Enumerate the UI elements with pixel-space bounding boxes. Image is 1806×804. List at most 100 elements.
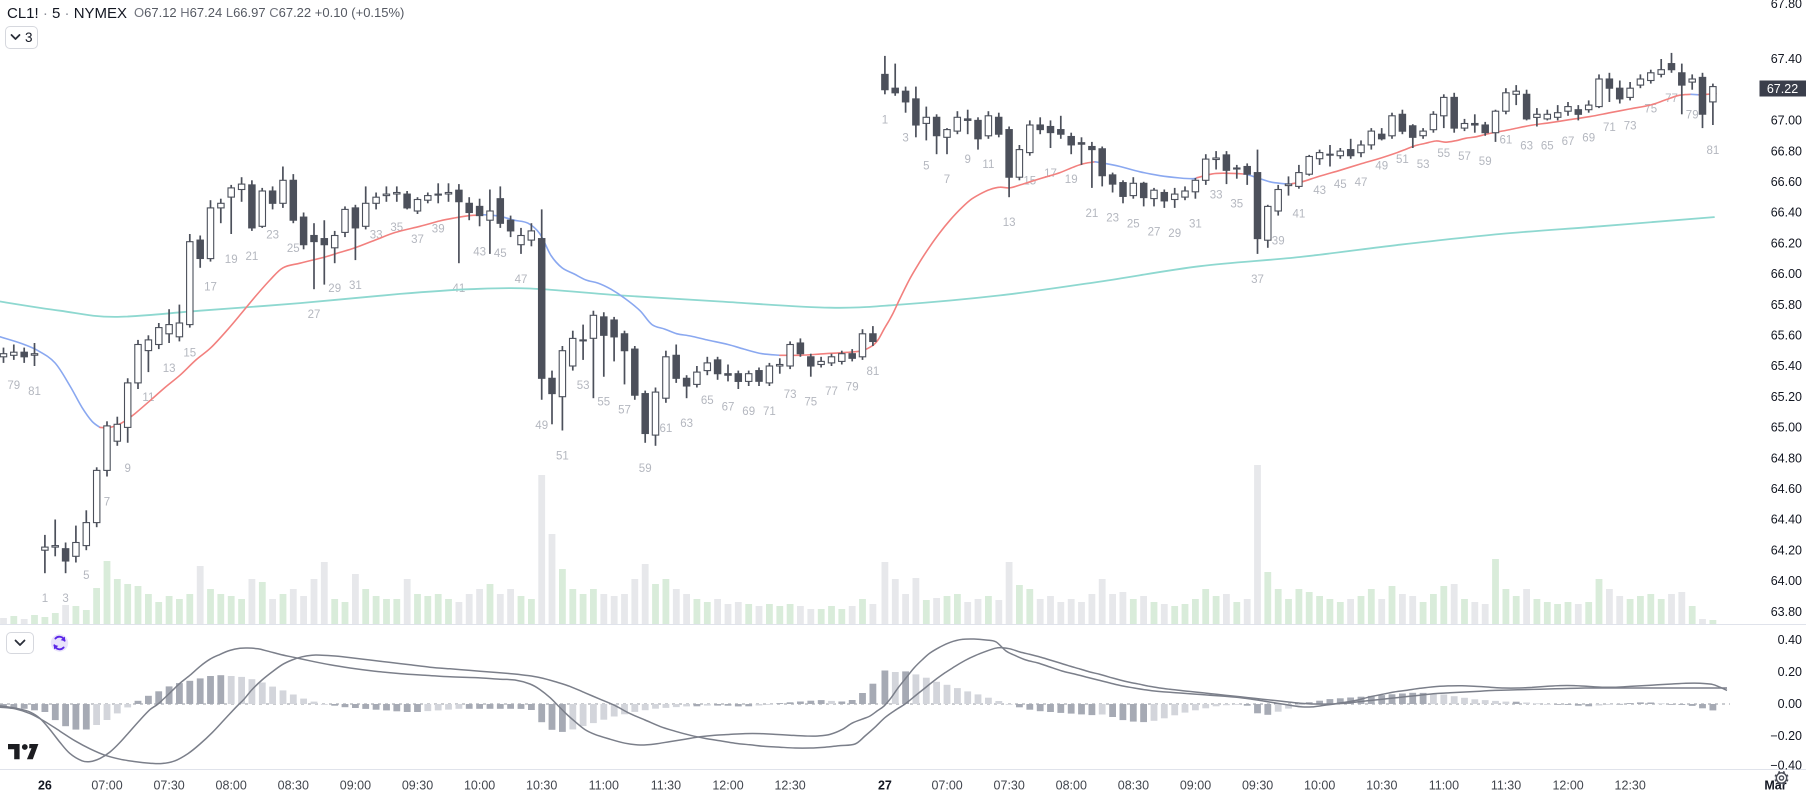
svg-text:27: 27 bbox=[1148, 226, 1161, 238]
svg-text:65.40: 65.40 bbox=[1771, 359, 1802, 373]
svg-text:63.80: 63.80 bbox=[1771, 605, 1802, 619]
svg-text:47: 47 bbox=[515, 274, 528, 286]
svg-text:37: 37 bbox=[411, 234, 424, 246]
svg-text:10:30: 10:30 bbox=[1366, 779, 1397, 793]
svg-text:O67.12 H67.24 L66.97 C67.22 +0: O67.12 H67.24 L66.97 C67.22 +0.10 (+0.15… bbox=[134, 5, 404, 20]
svg-text:27: 27 bbox=[878, 779, 892, 793]
svg-text:64.20: 64.20 bbox=[1771, 543, 1802, 557]
svg-text:35: 35 bbox=[1230, 199, 1243, 211]
svg-text:11:00: 11:00 bbox=[589, 779, 619, 793]
svg-text:81: 81 bbox=[1707, 145, 1720, 157]
svg-text:55: 55 bbox=[1437, 148, 1450, 160]
svg-text:07:30: 07:30 bbox=[153, 779, 184, 793]
svg-text:61: 61 bbox=[660, 423, 673, 435]
svg-text:25: 25 bbox=[287, 243, 300, 255]
svg-text:63: 63 bbox=[1520, 140, 1533, 152]
svg-text:67.00: 67.00 bbox=[1771, 114, 1802, 128]
svg-text:7: 7 bbox=[944, 174, 950, 186]
svg-text:64.40: 64.40 bbox=[1771, 513, 1802, 527]
svg-text:49: 49 bbox=[535, 420, 548, 432]
svg-text:53: 53 bbox=[1417, 159, 1430, 171]
svg-text:9: 9 bbox=[124, 463, 130, 475]
svg-text:9: 9 bbox=[964, 154, 970, 166]
svg-text:09:00: 09:00 bbox=[340, 779, 371, 793]
svg-text:43: 43 bbox=[473, 246, 486, 258]
svg-text:66.80: 66.80 bbox=[1771, 144, 1802, 158]
svg-text:1: 1 bbox=[42, 593, 48, 605]
svg-text:45: 45 bbox=[494, 248, 507, 260]
svg-text:57: 57 bbox=[618, 404, 631, 416]
svg-text:19: 19 bbox=[225, 254, 238, 266]
svg-text:07:00: 07:00 bbox=[91, 779, 122, 793]
svg-text:66.40: 66.40 bbox=[1771, 206, 1802, 220]
svg-text:41: 41 bbox=[1293, 209, 1306, 221]
svg-text:08:30: 08:30 bbox=[278, 779, 309, 793]
svg-text:69: 69 bbox=[742, 406, 755, 418]
svg-text:59: 59 bbox=[639, 463, 652, 475]
svg-text:61: 61 bbox=[1500, 134, 1513, 146]
svg-text:09:00: 09:00 bbox=[1180, 779, 1211, 793]
svg-text:65: 65 bbox=[1541, 140, 1554, 152]
svg-text:67.40: 67.40 bbox=[1771, 52, 1802, 66]
svg-text:29: 29 bbox=[1168, 228, 1181, 240]
svg-text:65.20: 65.20 bbox=[1771, 390, 1802, 404]
svg-text:66.20: 66.20 bbox=[1771, 236, 1802, 250]
svg-text:79: 79 bbox=[846, 381, 859, 393]
svg-text:75: 75 bbox=[804, 397, 817, 409]
svg-text:71: 71 bbox=[763, 406, 776, 418]
svg-text:0.20: 0.20 bbox=[1778, 665, 1802, 679]
svg-text:−0.40: −0.40 bbox=[1770, 759, 1802, 773]
svg-text:0.00: 0.00 bbox=[1778, 697, 1802, 711]
svg-text:31: 31 bbox=[349, 280, 362, 292]
svg-text:09:30: 09:30 bbox=[402, 779, 433, 793]
svg-text:66.00: 66.00 bbox=[1771, 267, 1802, 281]
svg-text:81: 81 bbox=[28, 386, 41, 398]
svg-text:39: 39 bbox=[1272, 236, 1285, 248]
svg-text:25: 25 bbox=[1127, 219, 1140, 231]
svg-text:0.40: 0.40 bbox=[1778, 633, 1802, 647]
svg-text:27: 27 bbox=[308, 309, 321, 321]
svg-text:45: 45 bbox=[1334, 179, 1347, 191]
svg-text:5: 5 bbox=[923, 160, 929, 172]
svg-text:67.80: 67.80 bbox=[1771, 0, 1802, 11]
svg-text:23: 23 bbox=[266, 229, 279, 241]
svg-text:12:30: 12:30 bbox=[1615, 779, 1646, 793]
svg-text:CL1! · 5 · NYMEX: CL1! · 5 · NYMEX bbox=[7, 5, 127, 22]
svg-text:64.60: 64.60 bbox=[1771, 482, 1802, 496]
svg-text:12:00: 12:00 bbox=[1552, 779, 1583, 793]
svg-text:67: 67 bbox=[722, 401, 735, 413]
svg-text:08:00: 08:00 bbox=[216, 779, 247, 793]
svg-text:64.00: 64.00 bbox=[1771, 574, 1802, 588]
svg-text:10:30: 10:30 bbox=[526, 779, 557, 793]
svg-text:51: 51 bbox=[1396, 154, 1409, 166]
svg-text:64.80: 64.80 bbox=[1771, 451, 1802, 465]
svg-text:26: 26 bbox=[38, 779, 52, 793]
svg-text:13: 13 bbox=[163, 363, 176, 375]
svg-text:5: 5 bbox=[83, 570, 89, 582]
svg-text:1: 1 bbox=[882, 114, 888, 126]
svg-text:63: 63 bbox=[680, 418, 693, 430]
svg-text:37: 37 bbox=[1251, 274, 1264, 286]
svg-text:33: 33 bbox=[1210, 190, 1223, 202]
svg-text:12:30: 12:30 bbox=[774, 779, 805, 793]
svg-text:17: 17 bbox=[204, 282, 217, 294]
svg-text:79: 79 bbox=[7, 380, 20, 392]
svg-text:69: 69 bbox=[1582, 133, 1595, 145]
svg-text:3: 3 bbox=[25, 30, 33, 45]
svg-text:43: 43 bbox=[1313, 185, 1326, 197]
svg-text:29: 29 bbox=[328, 283, 341, 295]
svg-text:31: 31 bbox=[1189, 219, 1202, 231]
svg-text:11:30: 11:30 bbox=[651, 779, 681, 793]
svg-text:65.60: 65.60 bbox=[1771, 329, 1802, 343]
svg-text:11:30: 11:30 bbox=[1491, 779, 1521, 793]
svg-text:59: 59 bbox=[1479, 156, 1492, 168]
svg-text:65.00: 65.00 bbox=[1771, 421, 1802, 435]
svg-text:21: 21 bbox=[1086, 208, 1099, 220]
svg-text:66.60: 66.60 bbox=[1771, 175, 1802, 189]
svg-text:39: 39 bbox=[432, 223, 445, 235]
svg-text:19: 19 bbox=[1065, 174, 1078, 186]
svg-text:08:00: 08:00 bbox=[1056, 779, 1087, 793]
svg-text:55: 55 bbox=[597, 397, 610, 409]
svg-text:12:00: 12:00 bbox=[712, 779, 743, 793]
svg-text:65.80: 65.80 bbox=[1771, 298, 1802, 312]
